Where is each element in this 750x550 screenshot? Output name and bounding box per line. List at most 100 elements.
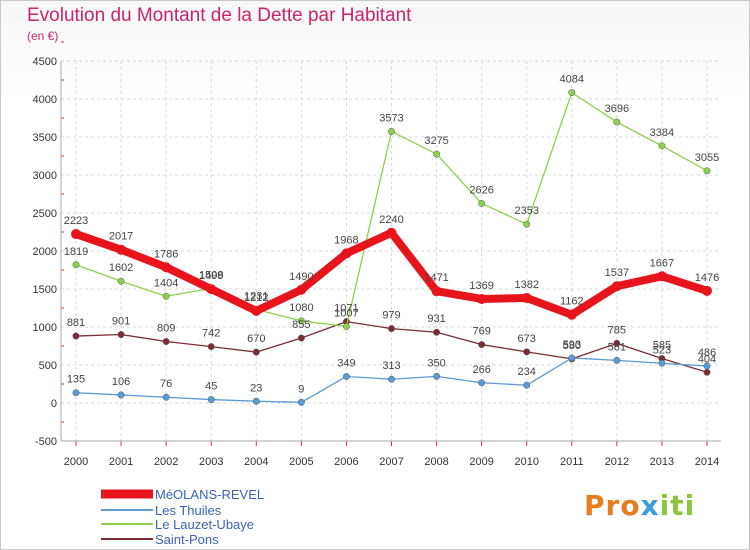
data-label: 1471: [424, 272, 448, 284]
legend-item-le-lauzet-ubaye: Le Lauzet-Ubaye: [101, 516, 254, 532]
legend-swatch: [101, 538, 153, 540]
data-point: [117, 277, 125, 285]
legend-label: Le Lauzet-Ubaye: [155, 516, 255, 532]
data-label: 1080: [289, 302, 313, 314]
data-label: 979: [382, 310, 400, 322]
data-point: [656, 271, 667, 282]
grid: [61, 60, 721, 442]
data-label: 1499: [199, 270, 223, 282]
data-point: [568, 89, 576, 97]
data-point: [162, 338, 170, 345]
data-label: 349: [337, 357, 355, 369]
data-label: 1508: [199, 269, 223, 281]
data-point: [72, 261, 80, 269]
data-point: [251, 305, 262, 316]
data-label: 593: [563, 339, 581, 351]
data-point: [613, 356, 621, 364]
data-label: 1212: [244, 292, 268, 304]
x-tick-label: 2014: [695, 456, 719, 468]
y-tick-label: 4000: [33, 94, 57, 106]
data-point: [523, 381, 531, 389]
data-label: 486: [698, 347, 716, 359]
data-label: 523: [653, 344, 671, 356]
x-tick-label: 2002: [154, 456, 178, 468]
data-label: 313: [382, 360, 400, 372]
data-label: 1819: [64, 246, 88, 258]
data-point: [703, 368, 711, 376]
data-label: 742: [202, 328, 220, 340]
data-point: [252, 397, 260, 405]
data-point: [433, 328, 441, 336]
data-label: 3055: [695, 152, 719, 164]
data-label: 266: [472, 364, 490, 376]
x-tick-label: 2003: [199, 456, 223, 468]
data-label: 234: [518, 366, 536, 378]
data-label: 1786: [154, 248, 178, 260]
series-lines: [71, 89, 712, 406]
data-label: 1007: [334, 307, 358, 319]
data-point: [296, 284, 307, 295]
data-point: [297, 398, 305, 406]
x-tick-label: 2007: [379, 456, 403, 468]
legend-label: Les Thuiles: [155, 502, 222, 518]
y-tick-label: 1500: [33, 284, 57, 296]
data-point: [388, 325, 395, 333]
data-label: 2353: [514, 205, 538, 217]
x-tick-label: 2013: [650, 456, 674, 468]
data-point: [658, 142, 666, 150]
data-label: 1602: [109, 262, 133, 274]
x-tick-label: 2006: [334, 456, 358, 468]
data-point: [703, 362, 711, 370]
x-tick-label: 2008: [424, 456, 448, 468]
data-point: [72, 389, 80, 397]
data-point: [342, 373, 350, 380]
data-point: [611, 281, 622, 292]
chart-title: Evolution du Montant de la Dette par Hab…: [27, 5, 412, 26]
data-label: 1490: [289, 271, 313, 283]
y-axis: -500 0 500 1000 1500 2000 2500 3000 3500 4000 4500: [33, 41, 64, 448]
data-label: 2223: [64, 215, 88, 227]
data-point: [116, 244, 127, 255]
data-label: 2626: [469, 184, 493, 196]
x-tick-label: 2000: [64, 456, 88, 468]
data-point: [207, 396, 215, 404]
data-point: [161, 262, 172, 273]
x-tick-label: 2010: [514, 456, 538, 468]
data-label: 1231: [244, 290, 268, 302]
data-point: [476, 293, 487, 304]
data-label: 1404: [154, 277, 178, 289]
data-label: 76: [160, 378, 172, 390]
data-label: 45: [205, 381, 217, 393]
y-tick-label: 2500: [33, 208, 57, 220]
data-label: 585: [653, 340, 671, 352]
data-label: 901: [112, 316, 130, 328]
x-tick-label: 2005: [289, 456, 313, 468]
data-label: 3573: [379, 112, 403, 124]
data-label: 9: [298, 383, 304, 395]
data-point: [521, 292, 532, 303]
x-axis: 2000 2001 2002 2003 2004 2005 2006 2007 2008 2009…: [60, 61, 721, 468]
x-tick-label: 2001: [109, 456, 133, 468]
data-point: [162, 393, 170, 401]
x-tick-label: 2011: [560, 456, 584, 468]
data-point: [478, 379, 486, 387]
y-tick-label: 4500: [33, 56, 57, 68]
data-point: [388, 375, 395, 383]
data-point: [433, 372, 441, 380]
legend-label: Saint-Pons: [155, 531, 219, 547]
y-tick-label: 3500: [33, 132, 57, 144]
data-point: [117, 391, 125, 399]
y-tick-label: 3000: [33, 170, 57, 182]
data-label: 2240: [379, 214, 403, 226]
data-label: 670: [247, 333, 265, 345]
data-point: [297, 317, 305, 325]
data-label: 785: [608, 324, 626, 336]
data-point: [478, 199, 486, 207]
data-label: 4084: [560, 74, 584, 86]
legend-item-les-thuiles: Les Thuiles: [101, 502, 221, 518]
chart-unit: (en €): [27, 29, 59, 43]
data-label: 135: [67, 374, 85, 386]
data-label: 881: [67, 317, 85, 329]
